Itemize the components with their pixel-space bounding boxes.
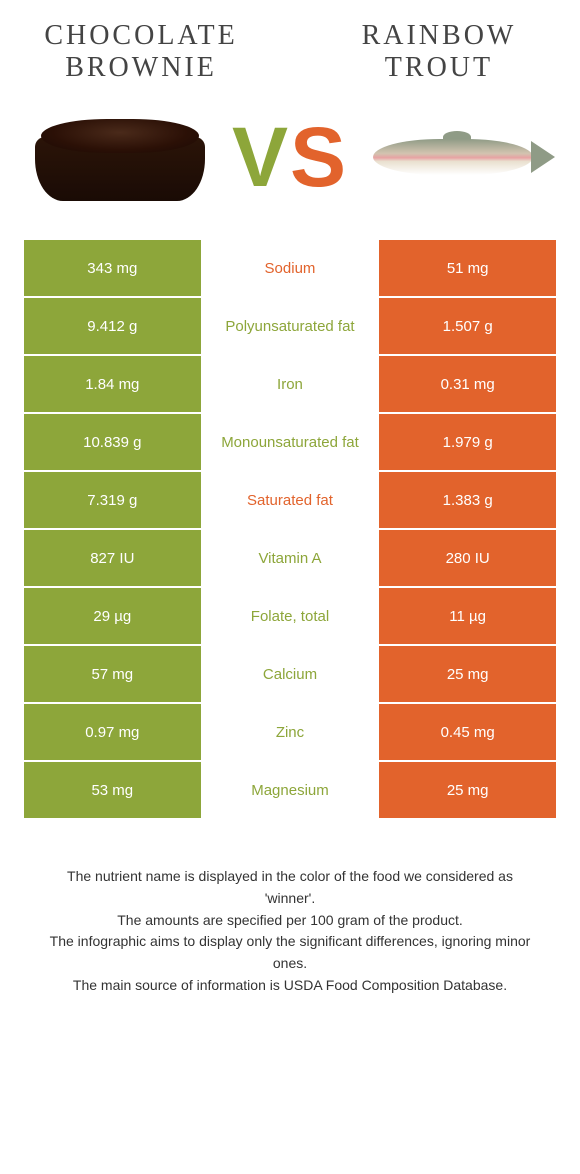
- nutrient-label: Saturated fat: [201, 472, 380, 528]
- title-row: CHOCOLATE BROWNIE RAINBOW TROUT: [24, 20, 556, 84]
- nutrient-table: 343 mgSodium51 mg9.412 gPolyunsaturated …: [24, 240, 556, 818]
- table-row: 57 mgCalcium25 mg: [24, 646, 556, 702]
- left-value: 53 mg: [24, 762, 201, 818]
- table-row: 0.97 mgZinc0.45 mg: [24, 704, 556, 760]
- table-row: 343 mgSodium51 mg: [24, 240, 556, 296]
- left-food-image: [24, 102, 216, 212]
- footer-line: The main source of information is USDA F…: [42, 975, 538, 997]
- brownie-icon: [35, 113, 205, 201]
- vs-label: VS: [228, 115, 352, 199]
- nutrient-label: Sodium: [201, 240, 380, 296]
- left-value: 0.97 mg: [24, 704, 201, 760]
- right-value: 0.45 mg: [379, 704, 556, 760]
- right-value: 1.507 g: [379, 298, 556, 354]
- left-value: 10.839 g: [24, 414, 201, 470]
- nutrient-label: Zinc: [201, 704, 380, 760]
- left-value: 343 mg: [24, 240, 201, 296]
- nutrient-label: Folate, total: [201, 588, 380, 644]
- nutrient-label: Magnesium: [201, 762, 380, 818]
- right-value: 25 mg: [379, 646, 556, 702]
- vs-s: S: [290, 115, 348, 199]
- left-value: 29 µg: [24, 588, 201, 644]
- table-row: 53 mgMagnesium25 mg: [24, 762, 556, 818]
- right-food-image: [364, 102, 556, 212]
- table-row: 29 µgFolate, total11 µg: [24, 588, 556, 644]
- table-row: 9.412 gPolyunsaturated fat1.507 g: [24, 298, 556, 354]
- vs-v: V: [232, 115, 290, 199]
- right-value: 25 mg: [379, 762, 556, 818]
- footer-line: The infographic aims to display only the…: [42, 931, 538, 974]
- table-row: 827 IUVitamin A280 IU: [24, 530, 556, 586]
- table-row: 7.319 gSaturated fat1.383 g: [24, 472, 556, 528]
- right-value: 1.383 g: [379, 472, 556, 528]
- left-value: 7.319 g: [24, 472, 201, 528]
- footer-line: The amounts are specified per 100 gram o…: [42, 910, 538, 932]
- left-value: 57 mg: [24, 646, 201, 702]
- right-value: 0.31 mg: [379, 356, 556, 412]
- left-food-title: CHOCOLATE BROWNIE: [24, 20, 258, 84]
- left-value: 1.84 mg: [24, 356, 201, 412]
- footer-line: The nutrient name is displayed in the co…: [42, 866, 538, 909]
- footer-notes: The nutrient name is displayed in the co…: [24, 866, 556, 996]
- nutrient-label: Monounsaturated fat: [201, 414, 380, 470]
- table-row: 10.839 gMonounsaturated fat1.979 g: [24, 414, 556, 470]
- left-value: 9.412 g: [24, 298, 201, 354]
- right-value: 11 µg: [379, 588, 556, 644]
- right-value: 1.979 g: [379, 414, 556, 470]
- right-food-title: RAINBOW TROUT: [322, 20, 556, 84]
- right-value: 51 mg: [379, 240, 556, 296]
- hero-row: VS: [24, 102, 556, 212]
- right-value: 280 IU: [379, 530, 556, 586]
- table-row: 1.84 mgIron0.31 mg: [24, 356, 556, 412]
- trout-icon: [365, 127, 555, 187]
- nutrient-label: Iron: [201, 356, 380, 412]
- nutrient-label: Polyunsaturated fat: [201, 298, 380, 354]
- left-value: 827 IU: [24, 530, 201, 586]
- nutrient-label: Vitamin A: [201, 530, 380, 586]
- nutrient-label: Calcium: [201, 646, 380, 702]
